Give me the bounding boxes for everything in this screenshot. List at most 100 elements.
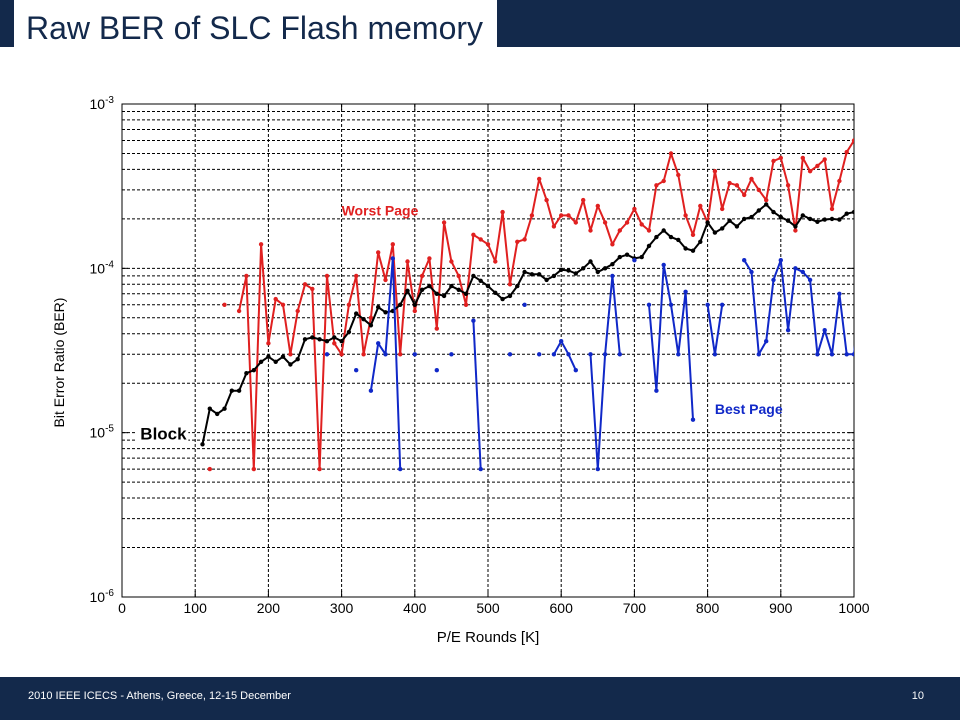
data-point-best-page	[844, 352, 849, 357]
data-point-worst-page	[295, 308, 300, 314]
data-point-worst-page	[632, 206, 637, 212]
data-point-block	[727, 218, 732, 223]
data-point-worst-page	[288, 352, 293, 357]
data-point-block	[310, 335, 315, 340]
data-point-worst-page	[376, 250, 381, 255]
data-point-block	[266, 354, 271, 359]
data-point-worst-page	[829, 206, 835, 212]
data-point-block	[778, 214, 783, 220]
data-point-block	[734, 224, 740, 229]
data-point-block	[515, 283, 520, 289]
data-point-block	[398, 302, 403, 307]
data-point-block	[764, 202, 769, 207]
y-tick-label: 10-6	[90, 588, 115, 605]
slide-title: Raw BER of SLC Flash memory	[14, 0, 498, 47]
data-point-worst-page	[419, 273, 425, 279]
data-point-block	[229, 388, 234, 393]
data-point-best-page	[595, 466, 600, 472]
data-point-worst-page	[361, 352, 366, 357]
data-point-worst-page	[595, 203, 600, 209]
x-tick-label: 300	[330, 600, 354, 616]
data-point-block	[837, 217, 842, 222]
data-point-block	[815, 219, 820, 224]
data-point-best-page	[602, 352, 608, 357]
data-point-worst-page	[602, 220, 608, 225]
data-point-worst-page	[390, 242, 395, 247]
data-point-best-page	[764, 339, 769, 344]
data-point-block	[544, 277, 549, 283]
annotation-bg-block	[136, 422, 189, 447]
data-point-block	[412, 302, 417, 307]
series-best-page	[324, 256, 854, 472]
x-tick-label: 100	[184, 600, 208, 616]
data-point-worst-page	[771, 158, 776, 164]
series-line-best-page	[648, 263, 694, 420]
ber-chart: 0 100 200 300 400 500 600 700 800 900 1000 10-3 10-4…	[51, 95, 870, 646]
data-point-block	[654, 234, 659, 240]
data-point-block	[324, 339, 330, 344]
data-point-best-page	[390, 256, 395, 261]
data-point-block	[376, 305, 381, 310]
x-tick-label: 400	[403, 600, 427, 616]
data-point-worst-page	[573, 220, 578, 225]
data-point-worst-page	[500, 209, 505, 215]
data-point-block	[317, 337, 322, 342]
data-point-best-page	[749, 269, 754, 275]
data-point-best-page	[720, 302, 725, 307]
x-tick-label: 500	[476, 600, 500, 616]
data-point-block	[273, 359, 278, 364]
data-point-worst-page	[537, 176, 542, 182]
data-point-best-page	[668, 302, 674, 307]
y-tick-label: 10-3	[90, 95, 115, 112]
data-point-worst-page	[222, 302, 227, 307]
data-point-block	[522, 269, 527, 275]
data-point-block	[529, 272, 535, 277]
y-tick-label: 10-5	[90, 424, 115, 441]
data-point-best-page	[478, 466, 483, 472]
x-tick-label: 800	[696, 600, 720, 616]
data-point-best-page	[471, 318, 476, 323]
footer-text: 2010 IEEE ICECS - Athens, Greece, 12-15 …	[28, 690, 291, 702]
data-point-worst-page	[354, 273, 359, 279]
data-point-block	[449, 283, 454, 289]
data-point-block	[829, 216, 835, 222]
x-tick-label: 700	[623, 600, 647, 616]
data-point-block	[200, 442, 205, 447]
data-point-best-page	[610, 273, 615, 279]
data-point-best-page	[566, 352, 571, 357]
data-point-worst-page	[339, 352, 344, 357]
data-point-worst-page	[412, 308, 417, 314]
data-point-worst-page	[698, 203, 703, 209]
data-point-block	[595, 269, 600, 275]
data-point-worst-page	[837, 178, 842, 184]
data-point-worst-page	[851, 138, 854, 143]
series-worst-page	[207, 138, 854, 472]
data-point-best-page	[646, 302, 652, 307]
data-point-best-page	[712, 352, 718, 357]
title-bar: Raw BER of SLC Flash memory	[0, 0, 960, 47]
data-point-worst-page	[646, 228, 652, 233]
data-point-worst-page	[346, 302, 352, 307]
data-point-worst-page	[515, 239, 520, 244]
data-point-worst-page	[654, 183, 659, 188]
data-point-worst-page	[785, 183, 791, 188]
data-point-block	[339, 339, 344, 344]
data-point-worst-page	[251, 466, 256, 472]
annotation-worst: Worst Page	[342, 202, 419, 218]
data-point-best-page	[654, 388, 659, 393]
data-point-worst-page	[310, 286, 315, 292]
data-point-worst-page	[236, 308, 242, 314]
series-line-best-page	[553, 340, 577, 371]
data-point-block	[507, 293, 513, 299]
data-point-worst-page	[624, 220, 630, 225]
x-tick-label: 900	[769, 600, 793, 616]
x-tick-label: 200	[257, 600, 281, 616]
data-point-worst-page	[507, 282, 513, 287]
data-point-worst-page	[368, 315, 374, 320]
data-point-block	[851, 209, 854, 215]
data-point-worst-page	[266, 341, 271, 346]
data-point-worst-page	[471, 232, 476, 237]
data-point-best-page	[778, 258, 783, 263]
data-point-block	[419, 287, 425, 292]
data-point-best-page	[690, 417, 696, 422]
